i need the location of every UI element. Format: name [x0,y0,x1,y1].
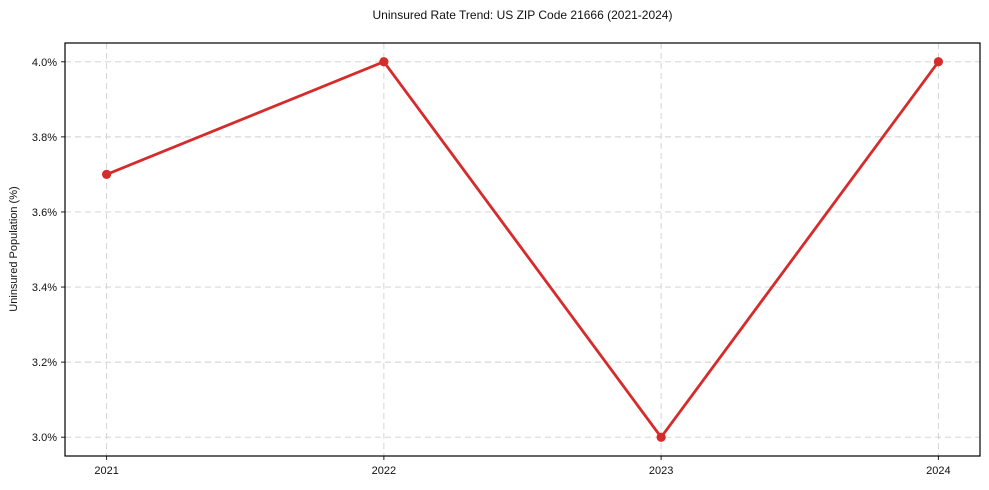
data-point-marker [656,432,666,442]
x-tick-label: 2024 [926,465,950,477]
plot-border [64,42,981,457]
y-tick-label: 3.0% [32,432,57,444]
data-point-marker [933,57,944,67]
data-point-marker [101,169,112,180]
y-tick-label: 3.6% [32,207,57,219]
data-point-marker [379,57,389,67]
x-tick-label: 2021 [94,465,118,477]
y-tick-label: 3.4% [32,282,57,294]
x-tick-label: 2022 [372,465,396,477]
y-tick-label: 3.8% [32,132,57,144]
y-tick-label: 3.2% [32,357,57,369]
chart-title: Uninsured Rate Trend: US ZIP Code 21666 … [372,8,673,22]
x-tick-label: 2023 [649,465,673,477]
y-tick-label: 4.0% [32,57,57,69]
trend-line [105,60,940,439]
